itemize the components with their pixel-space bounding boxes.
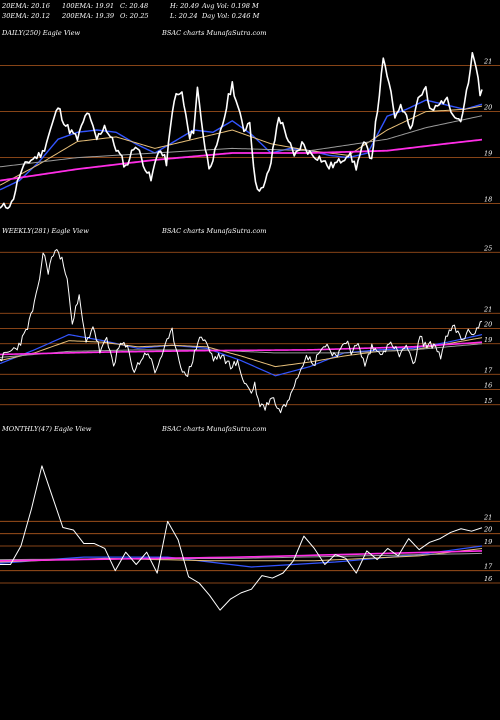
stat-low: L: 20.24 <box>170 12 198 20</box>
y-tick-label: 21 <box>483 305 492 313</box>
monthly-panel-title: MONTHLY(47) Eagle View <box>2 425 92 433</box>
series-ema30-line <box>0 105 483 186</box>
y-tick-label: 20 <box>483 526 492 534</box>
series-ema20-line <box>0 334 483 377</box>
y-tick-label: 21 <box>483 513 492 521</box>
y-tick-label: 19 <box>484 336 492 344</box>
y-tick-label: 20 <box>483 321 492 329</box>
stat-close: C: 20.48 <box>120 2 149 10</box>
series-price-line <box>0 249 483 414</box>
y-tick-label: 21 <box>483 58 492 66</box>
stat-avg-vol: Avg Vol: 0.198 M <box>202 2 259 10</box>
y-tick-label: 18 <box>484 196 492 204</box>
daily-panel-source: BSAC charts MunafaSutra.com <box>162 29 267 37</box>
series-ema20-line <box>0 545 483 568</box>
monthly-panel: 21 20 19 17 16 <box>0 465 500 611</box>
stat-ema200: 200EMA: 19.39 <box>62 12 115 20</box>
daily-panel-title: DAILY(250) Eagle View <box>2 29 81 37</box>
stat-ema30: 30EMA: 20.12 <box>2 12 50 20</box>
y-tick-label: 17 <box>484 563 493 571</box>
weekly-panel-title: WEEKLY(281) Eagle View <box>2 227 89 235</box>
y-tick-label: 17 <box>484 366 493 374</box>
daily-panel: 21 20 19 18 <box>0 51 500 210</box>
y-tick-label: 16 <box>484 575 492 583</box>
series-ema200-line <box>0 341 483 356</box>
stat-day-vol: Day Vol: 0.246 M <box>202 12 260 20</box>
stat-open: O: 20.25 <box>120 12 149 20</box>
y-tick-label: 19 <box>484 150 492 158</box>
weekly-panel-source: BSAC charts MunafaSutra.com <box>162 227 267 235</box>
series-price-line <box>0 465 483 611</box>
series-ema200-line <box>0 550 483 562</box>
stat-ema20: 20EMA: 20.16 <box>2 2 50 10</box>
series-price-line <box>0 51 483 210</box>
weekly-panel: 25 21 20 19 17 16 15 <box>0 244 500 414</box>
y-tick-label: 20 <box>483 104 492 112</box>
series-ema100-line <box>0 115 483 168</box>
monthly-panel-source: BSAC charts MunafaSutra.com <box>162 425 267 433</box>
y-tick-label: 25 <box>483 244 492 252</box>
y-tick-label: 16 <box>484 382 492 390</box>
stat-ema100: 100EMA: 19.91 <box>62 2 115 10</box>
y-tick-label: 19 <box>484 538 492 546</box>
series-ema200-line <box>0 138 483 182</box>
stat-high: H: 20.49 <box>170 2 199 10</box>
y-tick-label: 15 <box>484 397 492 405</box>
